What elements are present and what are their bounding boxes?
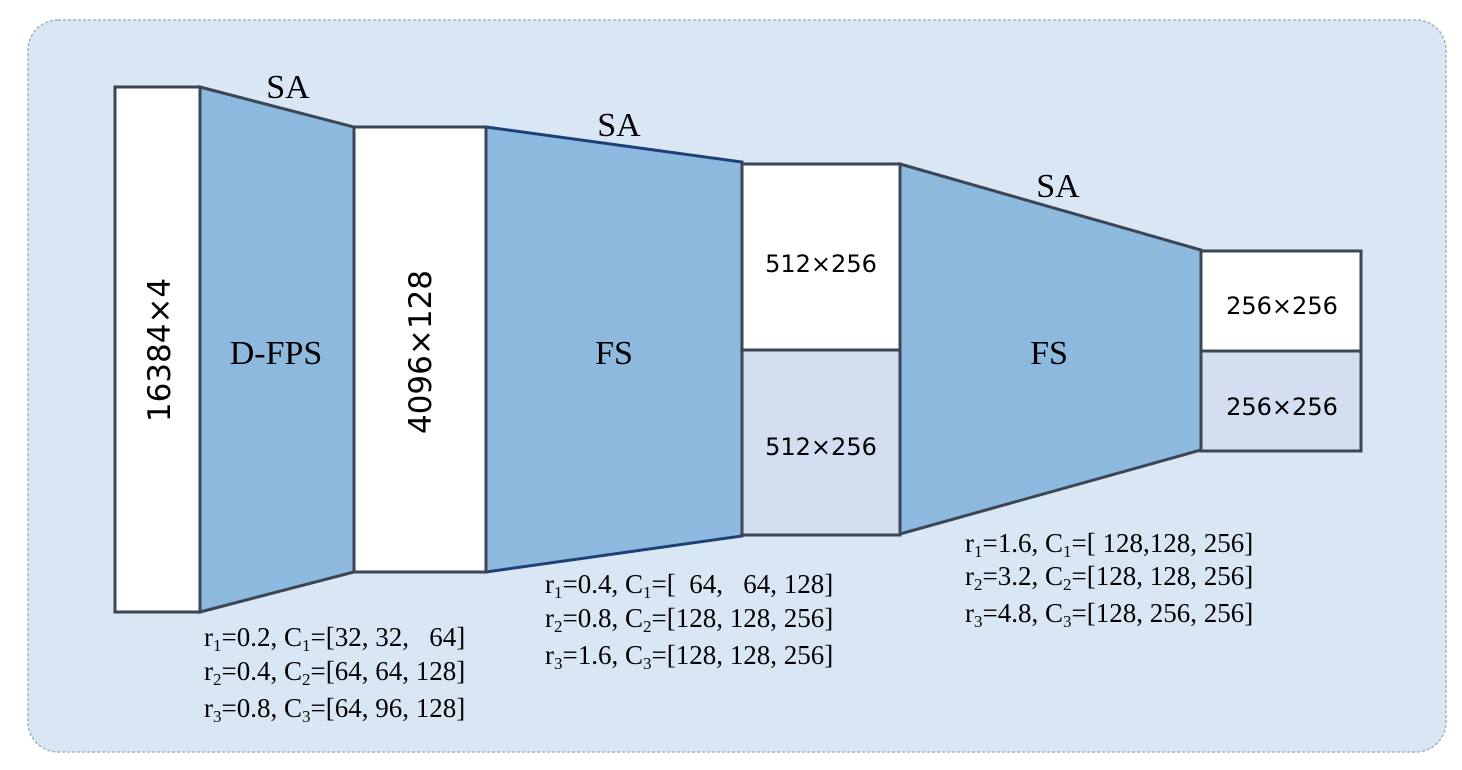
stage-3-output-bottom-label: 256×256 (1226, 393, 1338, 421)
stage-2-output-bottom-box (740, 348, 902, 537)
stage-1-output-label: 4096×128 (403, 270, 439, 434)
stage-2-param-3: r3=1.6, C3=[128, 128, 256] (545, 640, 833, 673)
stage-3-output-top-label: 256×256 (1226, 292, 1338, 320)
stage-2-output-bottom-label: 512×256 (765, 433, 877, 461)
stage-3-output-top-box (1199, 249, 1363, 353)
stage-3-param-3: r3=4.8, C3=[128, 256, 256] (965, 598, 1253, 631)
input-tensor-label: 16384×4 (142, 278, 178, 422)
stage-2-param-1: r1=0.4, C1=[ 64, 64, 128] (545, 569, 833, 602)
stage-3-param-1: r1=1.6, C1=[ 128,128, 256] (965, 528, 1253, 561)
stage-3-param-2: r2=3.2, C2=[128, 128, 256] (965, 561, 1253, 594)
stage-2-param-2: r2=0.8, C2=[128, 128, 256] (545, 603, 833, 636)
stage-2-op-label: SA (597, 107, 641, 144)
stage-1-op-label: SA (266, 69, 310, 106)
stage-2-sampler-label: FS (595, 335, 633, 372)
stage-1-param-1: r1=0.2, C1=[32, 32, 64] (204, 622, 465, 655)
stage-3-sampler-label: FS (1030, 335, 1068, 372)
stage-2-output-top-box (740, 162, 902, 352)
stage-2-output-top-label: 512×256 (765, 250, 877, 278)
stage-3-op-label: SA (1036, 168, 1080, 205)
stage-1-output-box (352, 125, 488, 574)
stage-1-param-2: r2=0.4, C2=[64, 64, 128] (204, 656, 465, 689)
stage-1-param-3: r3=0.8, C3=[64, 96, 128] (204, 693, 465, 726)
stage-1-sampler-label: D-FPS (230, 335, 323, 372)
stage-3-output-bottom-box (1199, 349, 1363, 453)
input-tensor-box (113, 85, 202, 614)
